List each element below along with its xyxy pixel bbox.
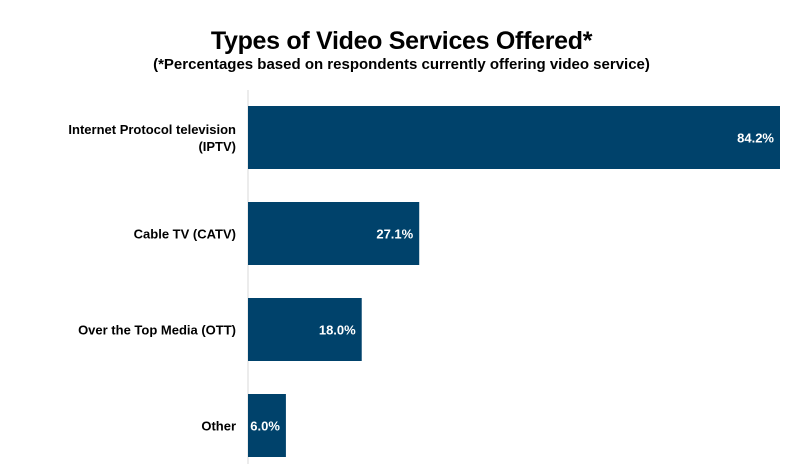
bar-3 [248,394,286,457]
chart-subtitle: (*Percentages based on respondents curre… [153,56,650,73]
bar-value-label-0: 84.2% [737,131,774,146]
category-label-1: Cable TV (CATV) [134,227,236,242]
bar-1 [248,202,420,265]
bar-0 [248,106,780,169]
bar-value-label-2: 18.0% [319,323,356,338]
bar-value-label-3: 6.0% [250,419,280,434]
category-label-0-line-0: Internet Protocol television [68,122,236,137]
bar-value-label-1: 27.1% [376,227,413,242]
category-label-0-line-1: (IPTV) [198,139,236,154]
bars-group [248,106,780,457]
category-label-2: Over the Top Media (OTT) [78,323,236,338]
category-label-3: Other [201,419,236,434]
category-labels-group: Internet Protocol television (IPTV) Cable … [68,122,236,434]
value-labels-group: 84.2% 27.1% 18.0% 6.0% [250,131,774,434]
bar-2 [248,298,362,361]
chart-title: Types of Video Services Offered* [210,27,593,55]
